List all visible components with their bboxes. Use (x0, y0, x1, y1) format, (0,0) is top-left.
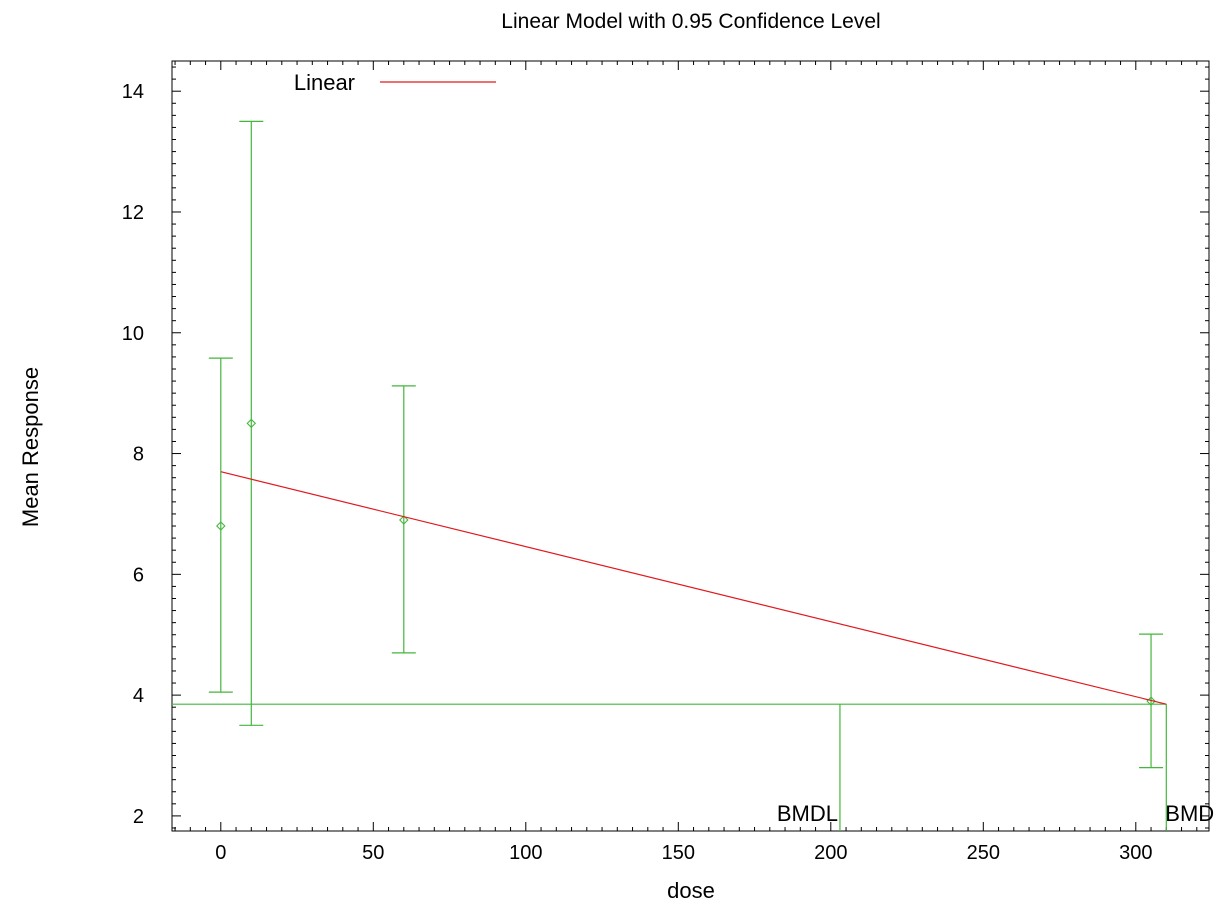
legend-label-linear: Linear (294, 70, 355, 95)
y-axis-ticks: 2 4 6 8 10 12 14 (122, 81, 1209, 828)
plot-marks: BMDL BMD (172, 120, 1214, 831)
bmdl-label: BMDL (777, 801, 838, 826)
y-tick-label: 6 (133, 564, 144, 586)
y-tick-label: 4 (133, 685, 144, 707)
y-axis-label: Mean Response (18, 367, 43, 527)
y-tick-label: 10 (122, 323, 144, 345)
plot-frame (171, 60, 1210, 832)
x-tick-label: 50 (362, 842, 384, 864)
data-point (246, 418, 257, 429)
x-tick-label: 300 (1119, 842, 1152, 864)
y-tick-label: 2 (133, 806, 144, 828)
y-tick-label: 14 (122, 81, 144, 103)
x-axis-label: dose (667, 878, 715, 903)
x-tick-label: 0 (215, 842, 226, 864)
bmd-label: BMD (1165, 801, 1214, 826)
x-tick-label: 250 (967, 842, 1000, 864)
x-tick-label: 100 (509, 842, 542, 864)
x-tick-label: 200 (814, 842, 847, 864)
data-point (216, 521, 226, 531)
minor-ticks (172, 61, 1209, 831)
x-tick-label: 150 (662, 842, 695, 864)
data-point (399, 515, 409, 525)
x-axis-ticks: 0 50 100 150 200 250 300 (215, 61, 1152, 864)
legend: Linear (294, 70, 496, 95)
y-tick-label: 12 (122, 202, 144, 224)
y-tick-label: 8 (133, 444, 144, 466)
chart-title: Linear Model with 0.95 Confidence Level (501, 10, 880, 33)
linear-model-line (220, 471, 1167, 705)
